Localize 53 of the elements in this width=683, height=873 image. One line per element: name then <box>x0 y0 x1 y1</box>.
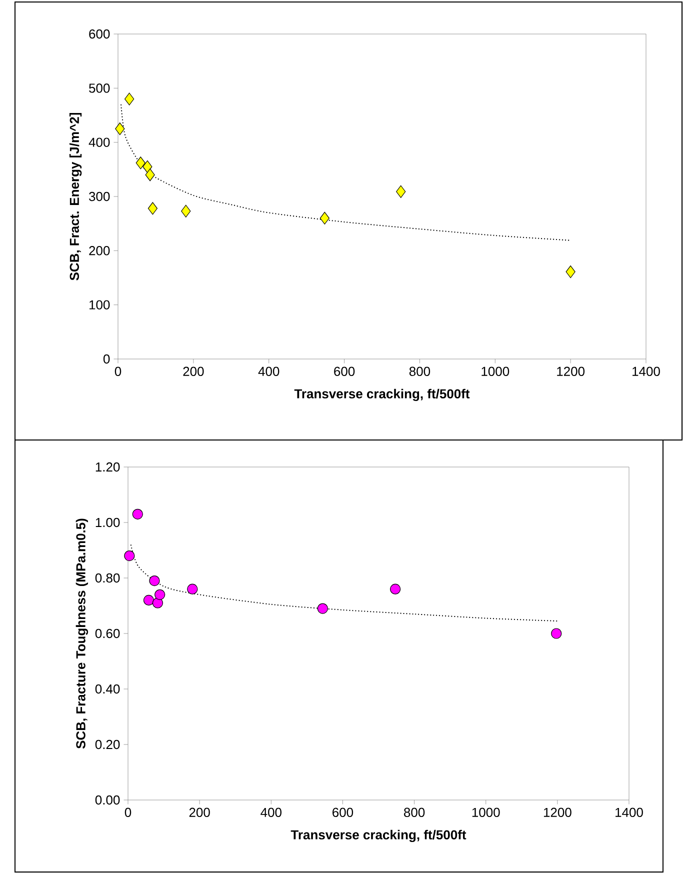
x-tick-label: 1000 <box>472 808 500 818</box>
point <box>124 550 135 562</box>
point <box>181 204 191 218</box>
point <box>136 156 146 170</box>
point <box>390 584 401 594</box>
y-tick-label: 600 <box>89 29 110 39</box>
point <box>320 212 330 224</box>
x-tick-label: 200 <box>183 366 204 376</box>
y-tick-label: 0.40 <box>95 684 120 694</box>
y-tick-label: 400 <box>88 138 110 147</box>
x-tick-label: 1200 <box>544 808 572 818</box>
y-tick-label: 0.60 <box>95 628 120 638</box>
x-tick-label: 1400 <box>616 808 643 818</box>
point <box>148 202 158 215</box>
x-tick-label: 800 <box>404 808 425 818</box>
y-tick-label: 0.20 <box>95 740 120 750</box>
x-tick-label: 400 <box>260 808 282 818</box>
point <box>145 168 155 182</box>
y-axis-title: SCB, Fract. Energy [J/m^2] <box>69 113 82 280</box>
x-tick-label: 200 <box>189 808 210 818</box>
y-tick-label: 1.00 <box>96 518 120 528</box>
x-tick-label: 800 <box>409 366 430 376</box>
point <box>317 603 328 614</box>
point <box>142 160 152 174</box>
x-tick-label: 1000 <box>482 366 510 376</box>
point <box>551 628 562 639</box>
point <box>124 92 134 106</box>
x-tick-label: 400 <box>258 366 280 376</box>
y-tick-label: 0 <box>103 354 110 364</box>
y-tick-label: 100 <box>90 300 110 310</box>
y-tick-label: 300 <box>89 192 110 202</box>
y-tick-label: 0.00 <box>95 795 120 805</box>
point <box>154 589 166 600</box>
x-tick-label: 600 <box>332 808 354 818</box>
point <box>132 508 143 520</box>
y-axis-title: SCB, Fracture Toughness (MPa.m0.5) <box>76 518 88 749</box>
x-tick-label: 1400 <box>632 366 660 376</box>
y-tick-label: 1.20 <box>96 462 120 472</box>
y-tick-label: 0.80 <box>95 573 120 583</box>
point <box>143 594 154 606</box>
point <box>396 185 406 198</box>
point <box>115 122 125 136</box>
x-axis-title: Transverse cracking, ft/500ft <box>290 830 466 842</box>
y-tick-label: 500 <box>89 84 110 93</box>
y-tick-label: 200 <box>89 246 110 256</box>
point <box>149 575 160 586</box>
point <box>566 265 576 278</box>
x-tick-label: 0 <box>124 808 132 818</box>
x-tick-label: 1200 <box>557 366 585 376</box>
x-tick-label: 600 <box>334 366 355 376</box>
x-axis-title: Transverse cracking, ft/500ft <box>294 388 470 402</box>
point <box>187 584 198 594</box>
point <box>152 598 164 608</box>
